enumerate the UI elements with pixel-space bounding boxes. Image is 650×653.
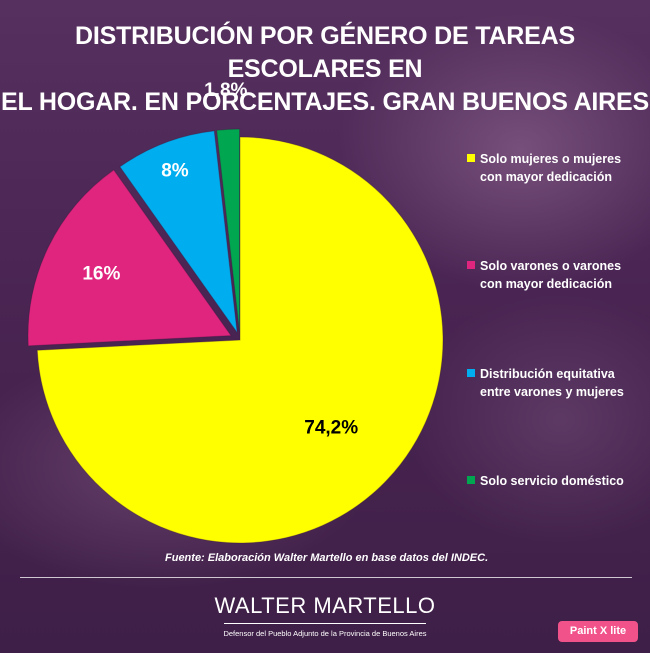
legend-label-mujeres-line-1: Solo mujeres o mujeres (480, 152, 622, 166)
pie-label-varones: 16% (82, 264, 120, 285)
chart-title-line-2: EL HOGAR. EN PORCENTAJES. GRAN BUENOS AI… (1, 88, 649, 116)
pie-slice-equitativa (119, 130, 238, 333)
footer-divider (20, 577, 632, 578)
brand-underline (224, 623, 426, 624)
legend-item-domestico: Solo servicio doméstico (467, 472, 642, 490)
pie-label-mujeres: 74,2% (304, 418, 358, 439)
pie-slices (27, 128, 444, 544)
legend-swatch-equitativa (467, 369, 475, 377)
pie-slice-varones (27, 169, 232, 347)
legend-label-varones-line-1: Solo varones o varones (480, 259, 622, 273)
chart-title-line-1: DISTRIBUCIÓN POR GÉNERO DE TAREAS ESCOLA… (75, 22, 575, 83)
legend-item-varones: Solo varones o varones con mayor dedicac… (467, 257, 642, 293)
pie-slice-mujeres (36, 136, 444, 544)
pie-label-equitativa: 8% (161, 160, 189, 181)
pie-labels: 74,2% 16% 8% 1,8% (82, 80, 358, 439)
legend-item-equitativa: Distribución equitativa entre varones y … (467, 365, 642, 401)
legend-swatch-varones (467, 261, 475, 269)
chart-title: DISTRIBUCIÓN POR GÉNERO DE TAREAS ESCOLA… (0, 20, 650, 119)
brand-subtitle: Defensor del Pueblo Adjunto de la Provin… (223, 629, 427, 638)
source-note: Fuente: Elaboración Walter Martello en b… (165, 552, 489, 564)
legend-label-mujeres-line-2: con mayor dedicación (480, 170, 612, 184)
brand-name: WALTER MARTELLO (214, 593, 436, 618)
legend-swatch-mujeres (467, 154, 475, 162)
legend-label-equitativa-line-1: Distribución equitativa (480, 367, 615, 381)
legend-swatch-domestico (467, 476, 475, 484)
legend-label-domestico: Solo servicio doméstico (480, 474, 624, 488)
legend-label-equitativa-line-2: entre varones y mujeres (480, 385, 624, 399)
legend-label-varones-line-2: con mayor dedicación (480, 277, 612, 291)
pie-slice-domestico (216, 128, 241, 333)
pie-label-domestico: 1,8% (204, 80, 247, 101)
watermark-badge: Paint X lite (558, 621, 638, 642)
legend-item-mujeres: Solo mujeres o mujeres con mayor dedicac… (467, 150, 642, 186)
